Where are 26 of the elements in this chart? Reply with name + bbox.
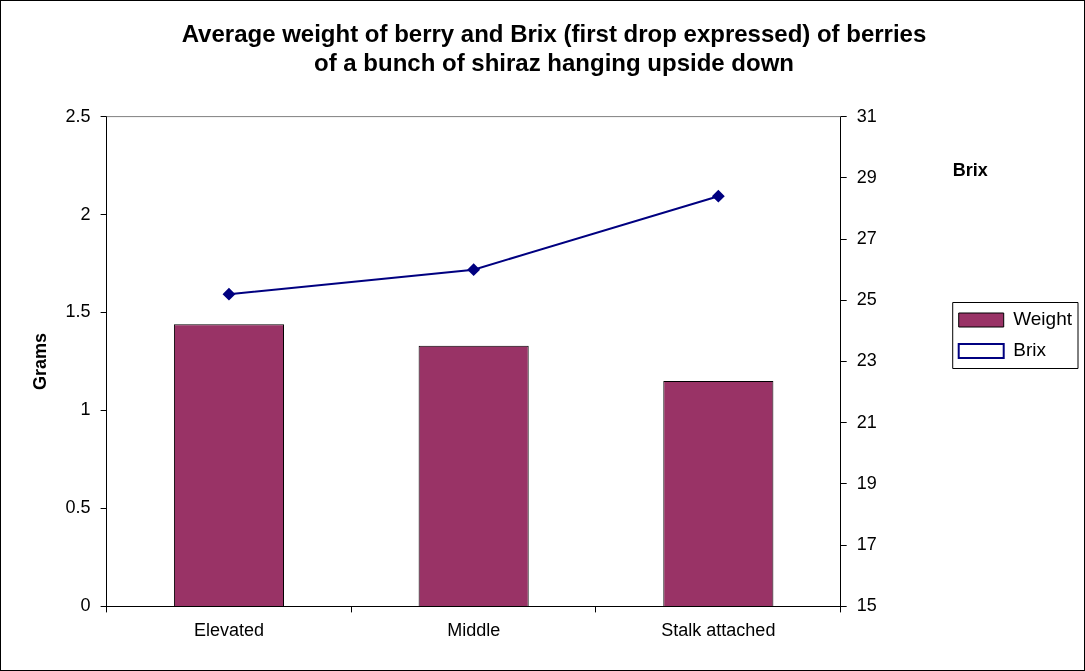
y-tick-label: 2.5 [65, 105, 91, 126]
y-tick-label: 0.5 [65, 497, 91, 518]
y-axis-title: Grams [29, 332, 50, 391]
y2-tick-label: 25 [856, 289, 877, 310]
y2-tick-label: 21 [856, 411, 877, 432]
y-tick-label: 2 [80, 203, 91, 224]
point [467, 263, 480, 276]
y2-tick-label: 23 [856, 350, 877, 371]
y2-tick-label: 15 [856, 595, 877, 616]
y2-axis-title: Brix [952, 159, 988, 180]
point [222, 288, 235, 301]
y2-tick-label: 29 [856, 166, 877, 187]
legend-label: Brix [1013, 339, 1047, 361]
x-tick-label: Stalk attached [661, 620, 776, 641]
y2-tick-label: 17 [856, 534, 877, 555]
legend-label: Weight [1013, 308, 1073, 330]
y-tick-label: 0 [80, 595, 91, 616]
y-tick-label: 1 [80, 399, 91, 420]
point [712, 190, 725, 203]
y2-tick-label: 27 [856, 228, 877, 249]
chart-title: Average weight of berry and Brix (first drop expressed) of berries of a bunch of shiraz hanging upside down [181, 20, 927, 76]
y-tick-label: 1.5 [65, 301, 91, 322]
y2-tick-label: 19 [856, 472, 877, 493]
x-tick-label: Elevated [193, 620, 264, 641]
y2-tick-label: 31 [856, 105, 877, 126]
x-tick-label: Middle [447, 620, 501, 641]
